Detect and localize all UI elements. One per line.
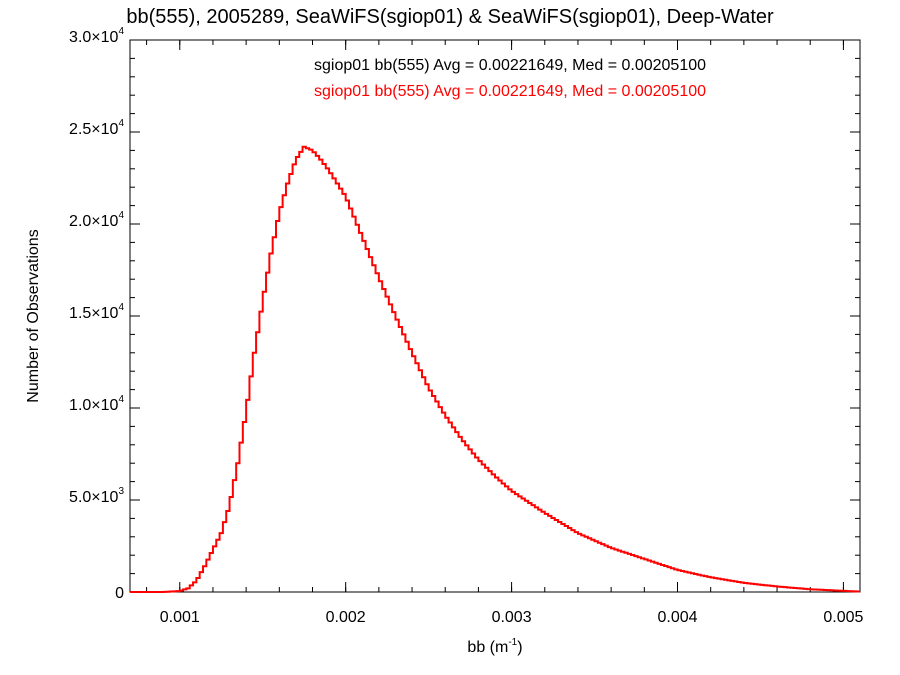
y-tick-label: 2.5×104 xyxy=(69,118,124,138)
y-tick-label: 3.0×104 xyxy=(69,26,124,46)
x-tick-label: 0.004 xyxy=(657,609,697,626)
plot-frame xyxy=(129,39,861,593)
y-tick-label: 1.0×104 xyxy=(69,394,124,414)
y-axis-label: Number of Observations xyxy=(25,229,42,402)
chart-title: bb(555), 2005289, SeaWiFS(sgiop01) & Sea… xyxy=(126,6,774,28)
x-axis-label: bb (m-1) xyxy=(467,637,522,656)
y-axis-label-group: Number of Observations xyxy=(25,229,42,402)
x-tick-label: 0.003 xyxy=(492,609,532,626)
x-tick-label: 0.002 xyxy=(326,609,366,626)
y-tick-label: 1.5×104 xyxy=(69,302,124,322)
y-tick-label: 0 xyxy=(115,585,124,602)
annotation-line-2: sgiop01 bb(555) Avg = 0.00221649, Med = … xyxy=(314,83,706,100)
x-tick-label: 0.005 xyxy=(823,609,863,626)
x-tick-label: 0.001 xyxy=(160,609,200,626)
y-tick-label: 2.0×104 xyxy=(69,210,124,230)
histogram-line xyxy=(130,145,860,593)
annotation-line-1: sgiop01 bb(555) Avg = 0.00221649, Med = … xyxy=(314,57,706,74)
y-tick-label: 5.0×103 xyxy=(69,486,124,506)
